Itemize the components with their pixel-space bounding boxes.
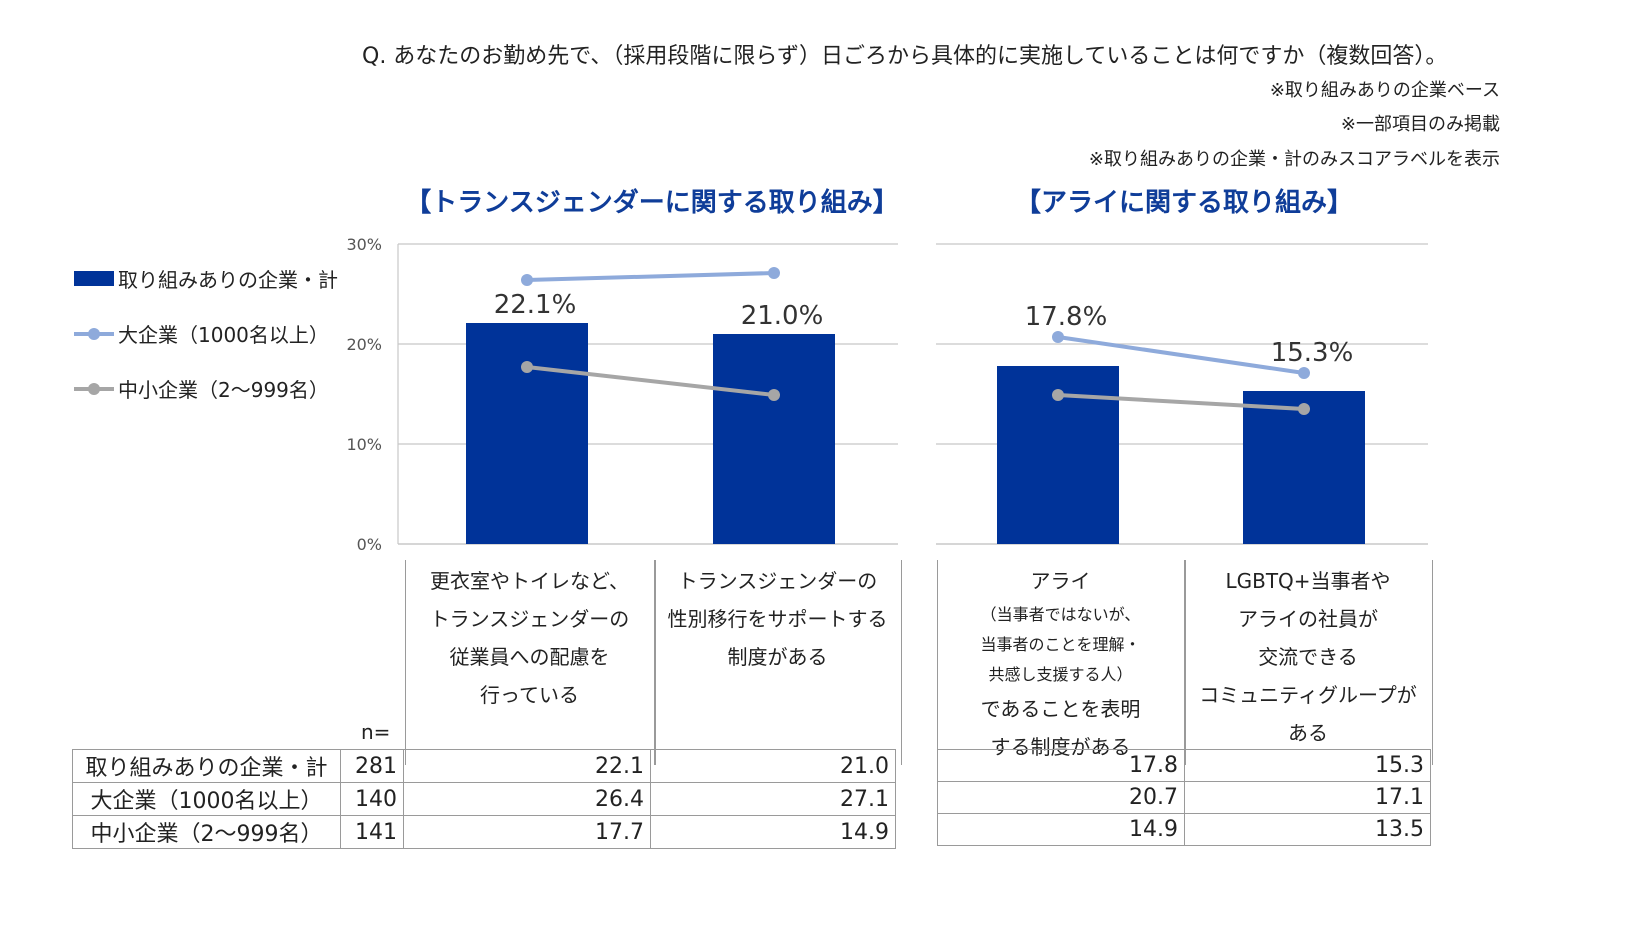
category-label-community: LGBTQ+当事者や アライの社員が 交流できる コミュニティグループが ある	[1185, 562, 1431, 752]
note-partial: ※一部項目のみ掲載	[1340, 114, 1500, 135]
y-tick-label: 0%	[357, 535, 382, 554]
sme-point	[768, 389, 780, 401]
panel-title-transgender: 【トランスジェンダーに関する取り組み】	[405, 188, 899, 218]
large-enterprise-line	[1057, 335, 1305, 375]
category-line: 当事者のことを理解・	[980, 635, 1141, 654]
category-line: 交流できる	[1258, 645, 1358, 669]
category-divider	[654, 560, 656, 765]
category-line: トランスジェンダーの	[429, 607, 630, 631]
large-enterprise-point	[1052, 331, 1064, 343]
bar	[1243, 391, 1365, 544]
cell-value: 22.1	[403, 749, 651, 783]
large-enterprise-point	[1298, 367, 1310, 379]
sme-point	[521, 361, 533, 373]
category-line: であることを表明	[980, 697, 1141, 721]
legend-bar-swatch	[74, 271, 114, 286]
category-label-transition: トランスジェンダーの 性別移行をサポートする 制度がある	[655, 562, 900, 676]
category-line: 性別移行をサポートする	[667, 607, 888, 631]
category-line: トランスジェンダーの	[677, 569, 878, 593]
sme-point	[1298, 403, 1310, 415]
category-line: アライ	[1030, 569, 1091, 593]
category-line: アライの社員が	[1238, 607, 1378, 631]
data-label: 22.1%	[494, 290, 577, 320]
category-line: LGBTQ+当事者や	[1225, 569, 1391, 593]
question-text: Q. あなたのお勤め先で、（採用段階に限らず）日ごろから具体的に実施していること…	[362, 44, 1448, 69]
data-label: 17.8%	[1025, 302, 1108, 332]
legend-label-large: 大企業（1000名以上）	[118, 323, 329, 347]
large-enterprise-point	[521, 274, 533, 286]
row-label: 取り組みありの企業・計	[72, 749, 341, 783]
category-line: 行っている	[480, 683, 579, 707]
y-tick-label: 20%	[346, 335, 382, 354]
large-enterprise-point	[768, 267, 780, 279]
category-line: コミュニティグループが	[1199, 683, 1417, 707]
cell-value: 17.8	[937, 749, 1185, 782]
cell-value: 14.9	[650, 815, 896, 849]
category-line: ある	[1288, 721, 1328, 745]
cell-value: 15.3	[1184, 749, 1431, 782]
legend-line-large	[74, 327, 114, 341]
category-box-ally	[937, 560, 1433, 765]
row-label: 中小企業（2〜999名）	[72, 815, 341, 849]
category-line: 更衣室やトイレなど、	[430, 569, 629, 593]
y-tick-label: 30%	[346, 235, 382, 254]
legend-label-total: 取り組みありの企業・計	[118, 268, 338, 292]
category-line: 制度がある	[727, 645, 828, 669]
table-row: 大企業（1000名以上） 140 26.4 27.1	[72, 782, 896, 816]
bar	[713, 334, 835, 544]
category-label-ally-declare: アライ （当事者ではないが、 当事者のことを理解・ 共感し支援する人） であるこ…	[937, 562, 1184, 766]
sme-point	[1052, 389, 1064, 401]
legend-item-large: 大企業（1000名以上）	[74, 319, 329, 348]
bar	[466, 323, 588, 544]
note-label: ※取り組みありの企業・計のみスコアラベルを表示	[1088, 149, 1500, 170]
cell-value: 27.1	[650, 782, 896, 816]
table-row: 20.7 17.1	[937, 781, 1431, 814]
legend-item-sme: 中小企業（2〜999名）	[74, 374, 329, 403]
large-enterprise-line	[526, 271, 775, 282]
category-line: 共感し支援する人）	[988, 665, 1133, 684]
sme-line	[1057, 393, 1305, 411]
cell-value: 17.1	[1184, 781, 1431, 814]
legend-line-sme	[74, 382, 114, 396]
row-n: 281	[340, 749, 404, 783]
table-row: 中小企業（2〜999名） 141 17.7 14.9	[72, 815, 896, 849]
cell-value: 21.0	[650, 749, 896, 783]
table-row: 17.8 15.3	[937, 749, 1431, 782]
category-divider	[1184, 560, 1186, 765]
data-label: 21.0%	[741, 301, 824, 331]
category-line: 従業員への配慮を	[449, 645, 610, 669]
row-n: 141	[340, 815, 404, 849]
sme-line	[526, 365, 775, 397]
table-row: 取り組みありの企業・計 281 22.1 21.0	[72, 749, 896, 783]
legend-item-total: 取り組みありの企業・計	[74, 264, 338, 293]
category-line: （当事者ではないが、	[980, 605, 1141, 624]
data-table-right: 17.8 15.3 20.7 17.1 14.9 13.5	[937, 749, 1431, 846]
note-base: ※取り組みありの企業ベース	[1269, 80, 1500, 101]
cell-value: 14.9	[937, 813, 1185, 846]
cell-value: 17.7	[403, 815, 651, 849]
cell-value: 13.5	[1184, 813, 1431, 846]
data-table-left: 取り組みありの企業・計 281 22.1 21.0 大企業（1000名以上） 1…	[72, 749, 896, 849]
data-label: 15.3%	[1271, 338, 1354, 368]
row-n: 140	[340, 782, 404, 816]
y-tick-label: 10%	[346, 435, 382, 454]
table-row: 14.9 13.5	[937, 813, 1431, 846]
legend-label-sme: 中小企業（2〜999名）	[118, 378, 329, 402]
row-label: 大企業（1000名以上）	[72, 782, 341, 816]
category-label-facilities: 更衣室やトイレなど、 トランスジェンダーの 従業員への配慮を 行っている	[405, 562, 654, 714]
n-label: n=	[361, 720, 391, 744]
cell-value: 26.4	[403, 782, 651, 816]
category-box-transgender	[405, 560, 902, 765]
cell-value: 20.7	[937, 781, 1185, 814]
panel-title-ally: 【アライに関する取り組み】	[1014, 188, 1353, 218]
